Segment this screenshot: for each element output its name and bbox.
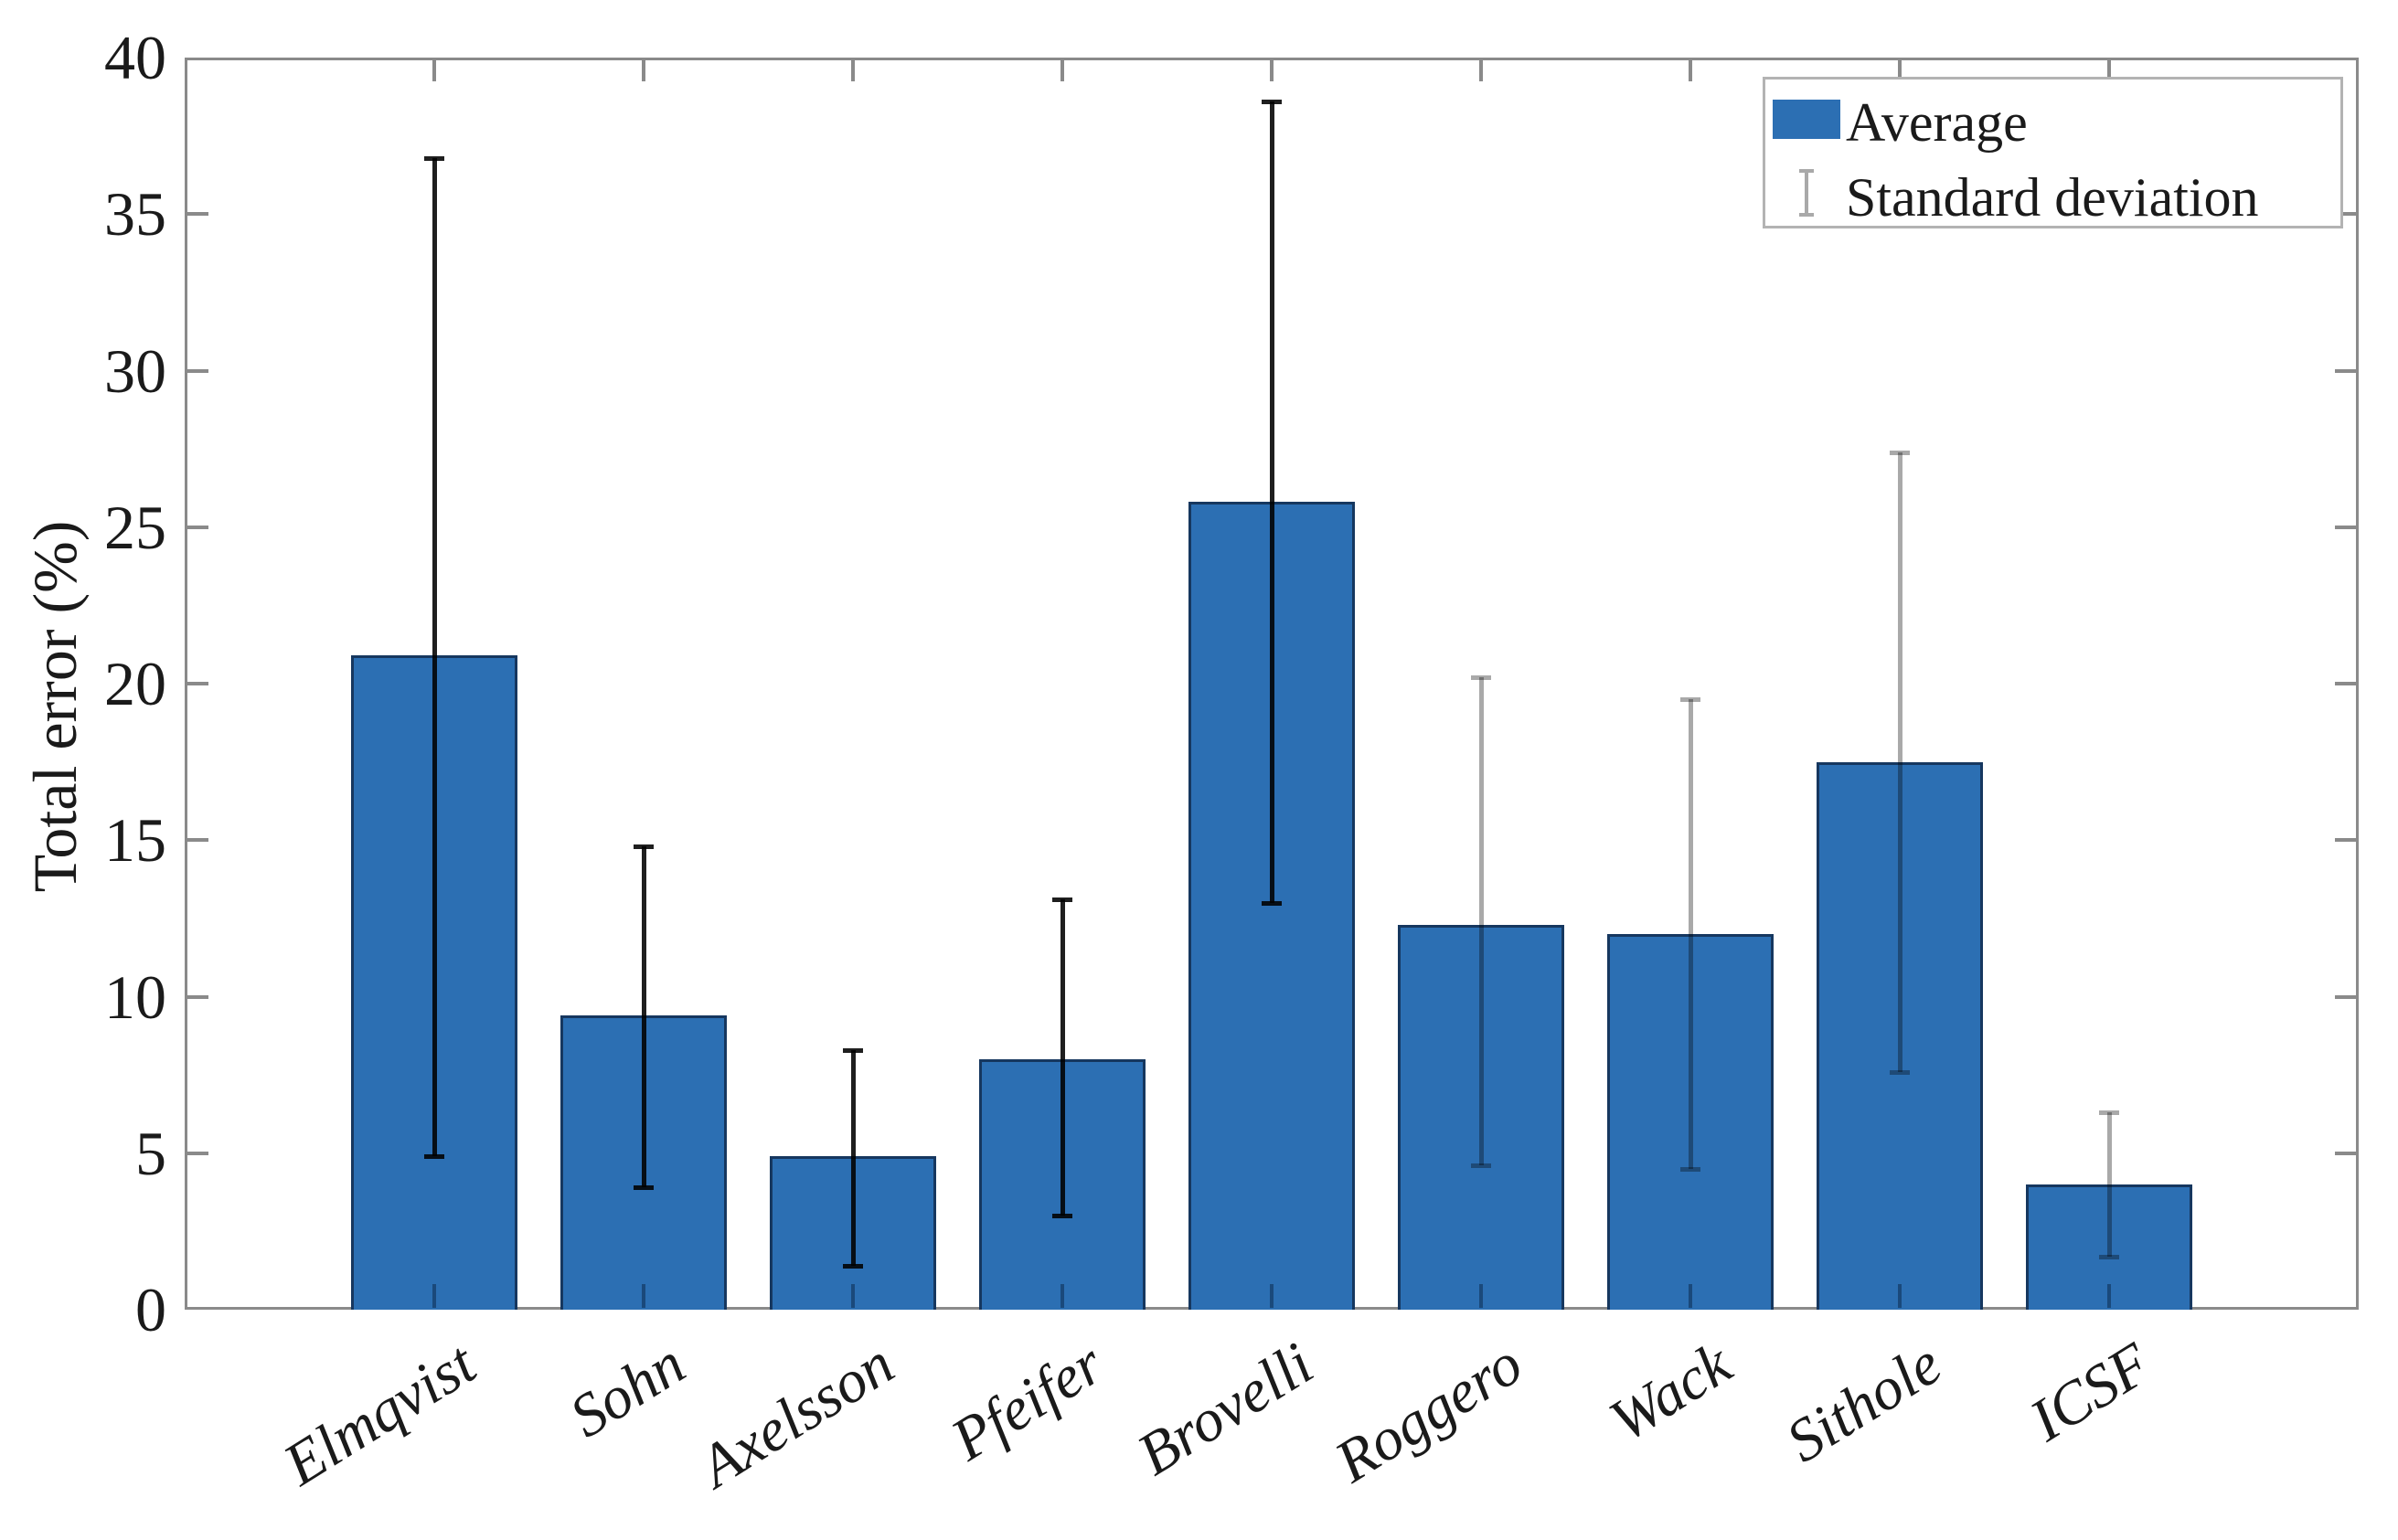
legend-errorbar-icon (1773, 169, 1840, 217)
errorbar-line-pfeifer (1060, 899, 1065, 1216)
errorbar-line-roggero (1478, 677, 1484, 1166)
legend-average-label: Average (1846, 92, 2028, 153)
x-tick-top (1479, 58, 1483, 81)
errorbar-cap-bottom-icsf (2099, 1254, 2119, 1259)
x-tick-bottom (1689, 1284, 1692, 1308)
y-tick-right (2335, 212, 2359, 217)
errorbar-line-axelsson (850, 1049, 856, 1267)
y-tick-label: 20 (104, 649, 166, 718)
x-tick-top (851, 58, 855, 81)
x-category-label-wack: Wack (1598, 1330, 1743, 1455)
x-tick-top (1270, 58, 1274, 81)
x-tick-top (1060, 58, 1064, 81)
y-tick-left (185, 525, 208, 529)
y-tick-label: 35 (104, 179, 166, 250)
y-tick-left (185, 368, 208, 373)
y-tick-right (2335, 682, 2359, 685)
y-tick-right (2335, 525, 2359, 529)
x-tick-top (432, 58, 436, 81)
y-tick-left (185, 682, 208, 685)
errorbar-line-wack (1688, 699, 1693, 1169)
y-tick-label: 5 (135, 1118, 166, 1188)
errorbar-line-sithole (1897, 451, 1902, 1072)
y-tick-label: 25 (104, 492, 166, 562)
x-tick-bottom (642, 1284, 645, 1308)
errorbar-cap-top-sohn (634, 844, 654, 850)
legend-errorbar-line (1805, 169, 1808, 217)
y-tick-left (185, 1151, 208, 1155)
errorbar-cap-bottom-axelsson (843, 1264, 863, 1269)
x-tick-top (1898, 58, 1902, 81)
errorbar-cap-top-axelsson (843, 1047, 863, 1053)
errorbar-cap-top-elmqvist (424, 155, 444, 161)
y-tick-left (185, 994, 208, 999)
errorbar-cap-bottom-roggero (1471, 1163, 1491, 1169)
x-category-label-icsf: ICSF (2018, 1330, 2162, 1455)
errorbar-cap-top-icsf (2099, 1110, 2119, 1116)
y-tick-right (2335, 994, 2359, 999)
y-tick-right (2335, 838, 2359, 843)
y-tick-right (2335, 1151, 2359, 1155)
legend-std-label: Standard deviation (1846, 167, 2259, 228)
legend-average-swatch (1773, 100, 1840, 139)
x-category-label-roggero: Roggero (1324, 1330, 1534, 1496)
x-tick-bottom (1270, 1284, 1274, 1308)
errorbar-cap-bottom-sithole (1890, 1069, 1910, 1075)
y-tick-label: 0 (135, 1275, 166, 1344)
x-tick-bottom (1060, 1284, 1064, 1308)
legend: Average Standard deviation (1763, 77, 2343, 228)
y-tick-label: 30 (104, 335, 166, 406)
y-tick-left (185, 212, 208, 217)
y-tick-left (185, 838, 208, 843)
errorbar-cap-bottom-wack (1680, 1166, 1700, 1172)
x-category-label-sohn: Sohn (558, 1330, 697, 1451)
x-category-label-pfeifer: Pfeifer (940, 1330, 1115, 1474)
y-tick-right (2335, 368, 2359, 373)
errorbar-line-brovelli (1269, 101, 1274, 903)
x-tick-bottom (1479, 1284, 1483, 1308)
errorbar-line-icsf (2106, 1112, 2112, 1257)
errorbar-line-sohn (641, 846, 646, 1188)
x-tick-bottom (1898, 1284, 1902, 1308)
y-tick-label: 40 (104, 23, 166, 92)
errorbar-cap-top-roggero (1471, 675, 1491, 681)
x-category-label-elmqvist: Elmqvist (272, 1330, 487, 1499)
errorbar-cap-bottom-pfeifer (1052, 1214, 1072, 1219)
legend-errorbar-cap-top (1799, 169, 1814, 173)
x-tick-bottom (2107, 1284, 2111, 1308)
x-tick-top (2107, 58, 2111, 81)
y-tick-label: 15 (104, 805, 166, 876)
errorbar-cap-bottom-sohn (634, 1185, 654, 1191)
errorbar-cap-top-wack (1680, 697, 1700, 703)
legend-errorbar-cap-bottom (1799, 213, 1814, 217)
errorbar-cap-bottom-brovelli (1262, 900, 1282, 906)
errorbar-cap-top-sithole (1890, 450, 1910, 455)
x-tick-bottom (851, 1284, 855, 1308)
y-tick-label: 10 (104, 961, 166, 1032)
errorbar-cap-top-pfeifer (1052, 897, 1072, 903)
x-category-label-brovelli: Brovelli (1125, 1330, 1325, 1489)
x-tick-top (642, 58, 645, 81)
x-category-label-axelsson: Axelsson (687, 1330, 906, 1501)
x-tick-top (1689, 58, 1692, 81)
errorbar-cap-top-brovelli (1262, 99, 1282, 104)
x-tick-bottom (432, 1284, 436, 1308)
x-category-label-sithole: Sithole (1775, 1330, 1953, 1476)
errorbar-line-elmqvist (432, 157, 437, 1157)
errorbar-cap-bottom-elmqvist (424, 1154, 444, 1160)
